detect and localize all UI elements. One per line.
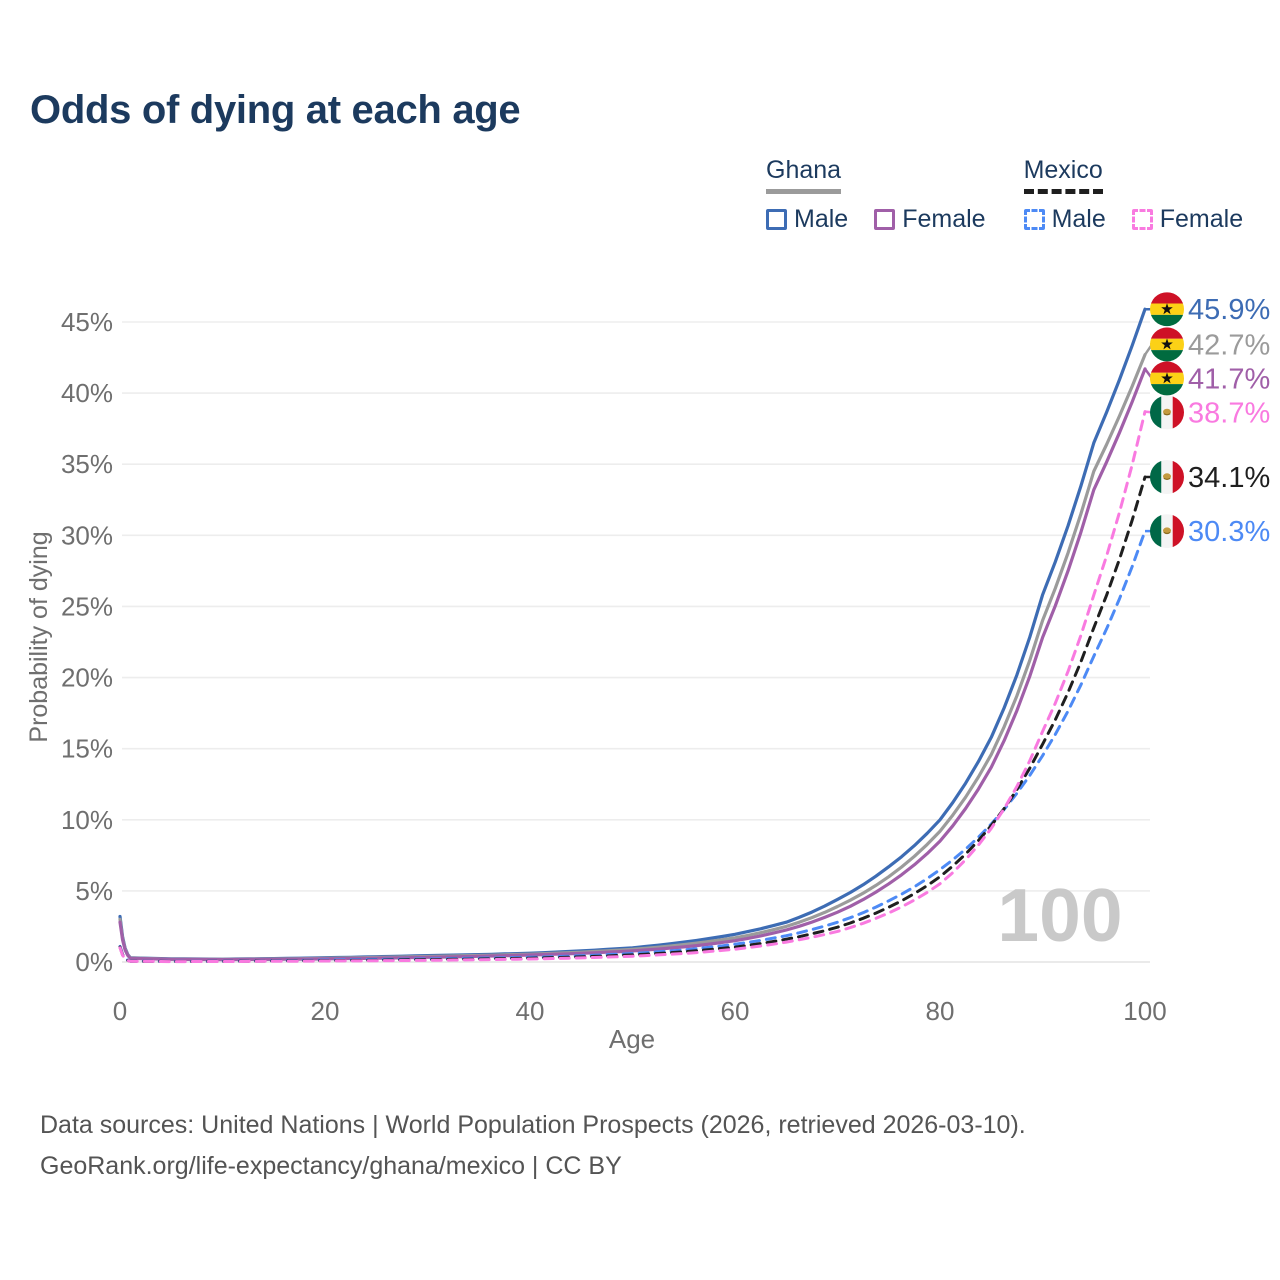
ghana-flag-icon <box>1150 327 1184 361</box>
y-tick-label: 30% <box>61 520 113 550</box>
x-tick-label: 0 <box>113 996 127 1026</box>
legend-item-ghana-male[interactable]: Male <box>766 205 848 234</box>
mexico-flag-icon <box>1150 514 1184 548</box>
end-label-mexico-male: 30.3% <box>1188 516 1270 548</box>
y-tick-label: 0% <box>75 947 113 977</box>
grid-layer: 0% 5% 10% 15% 20% 25% 30% 35% 40% 45% 0 20 40 60 80 100 <box>61 307 1167 1026</box>
end-label-layer: 45.9%42.7%41.7%38.7% 34.1% 30.3% <box>1143 292 1270 548</box>
legend-item-label: Female <box>902 205 986 233</box>
line-ghana-female[interactable] <box>118 367 1147 962</box>
ghana-female-swatch-icon[interactable] <box>874 209 896 230</box>
data-sources-line: Data sources: United Nations | World Pop… <box>40 1111 1026 1139</box>
mexico-flag-icon <box>1150 460 1184 494</box>
y-axis-title: Probability of dying <box>25 531 53 742</box>
legend-item-label: Female <box>1159 205 1244 233</box>
end-label-ghana-male: 45.9% <box>1188 294 1270 326</box>
legend-item-label: Male <box>794 205 849 233</box>
x-tick-label: 20 <box>311 996 340 1026</box>
y-tick-label: 15% <box>61 734 113 764</box>
line-mexico-female[interactable] <box>118 410 1147 964</box>
x-axis-title: Age <box>609 1024 655 1054</box>
hover-age-watermark: 100 <box>997 873 1122 957</box>
legend-items-mexico: Male Female <box>1023 205 1244 234</box>
y-tick-label: 45% <box>61 307 113 337</box>
end-label-mexico-female: 38.7% <box>1188 397 1270 429</box>
y-tick-label: 5% <box>75 876 113 906</box>
x-tick-label: 100 <box>1123 996 1166 1026</box>
x-tick-label: 40 <box>516 996 545 1026</box>
end-label-mexico-both: 34.1% <box>1188 462 1270 494</box>
legend-item-ghana-female[interactable]: Female <box>874 205 986 234</box>
end-label-ghana-both: 42.7% <box>1188 329 1270 361</box>
legend-group-ghana: Ghana Male Female <box>766 156 986 234</box>
footer: Data sources: United Nations | World Pop… <box>40 1105 1026 1187</box>
legend-item-mexico-male[interactable]: Male <box>1023 205 1106 234</box>
line-mexico-male[interactable] <box>118 529 1147 963</box>
ghana-flag-icon <box>1150 361 1184 395</box>
ghana-male-swatch-icon[interactable] <box>766 209 787 230</box>
mexico-flag-icon <box>1150 395 1184 429</box>
line-mexico-both[interactable] <box>118 475 1147 963</box>
legend-item-label: Male <box>1051 205 1106 233</box>
page-title: Odds of dying at each age <box>30 88 521 132</box>
mexico-male-swatch-icon[interactable] <box>1023 209 1045 230</box>
legend-item-mexico-female[interactable]: Female <box>1131 205 1244 234</box>
legend: Ghana Male Female Mexico Male Female <box>766 156 1243 234</box>
legend-country-mexico: Mexico <box>1023 156 1103 194</box>
x-tick-label: 80 <box>926 996 955 1026</box>
line-ghana-both[interactable] <box>118 353 1147 961</box>
end-label-ghana-female: 41.7% <box>1188 363 1270 395</box>
ghana-flag-icon <box>1150 292 1184 326</box>
y-tick-label: 35% <box>61 449 113 479</box>
y-tick-label: 25% <box>61 591 113 621</box>
legend-group-mexico: Mexico Male Female <box>1023 156 1244 234</box>
line-ghana-male[interactable] <box>118 307 1147 961</box>
legend-country-ghana: Ghana <box>766 156 842 194</box>
mexico-female-swatch-icon[interactable] <box>1131 209 1153 230</box>
y-tick-label: 40% <box>61 378 113 408</box>
series-layer <box>118 307 1147 964</box>
y-tick-label: 10% <box>61 805 113 835</box>
attribution-line: GeoRank.org/life-expectancy/ghana/mexico… <box>40 1152 622 1180</box>
legend-items-ghana: Male Female <box>766 205 986 234</box>
y-tick-label: 20% <box>61 663 113 693</box>
x-tick-label: 60 <box>721 996 750 1026</box>
